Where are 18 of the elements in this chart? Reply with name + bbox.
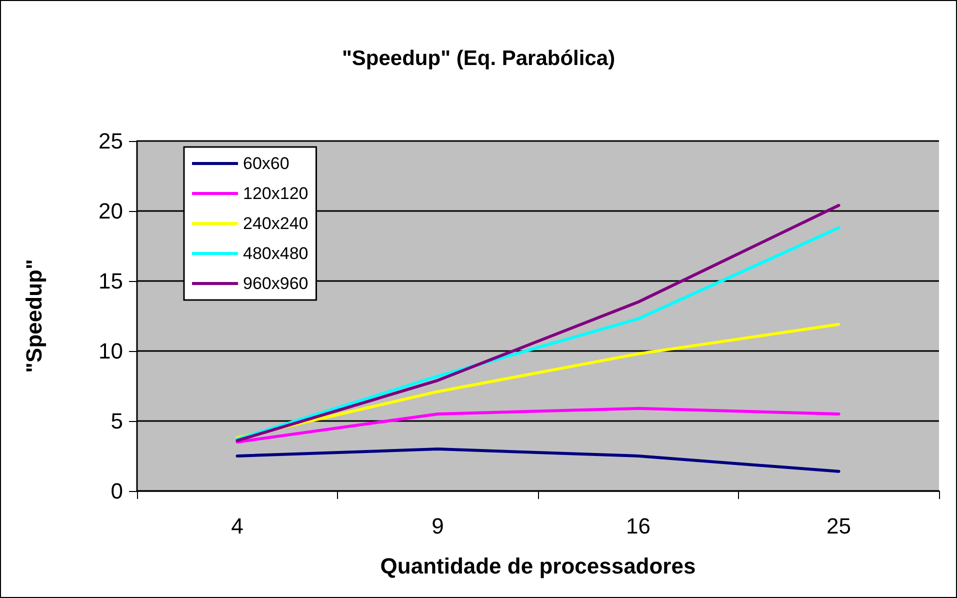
y-tick-label: 20 xyxy=(98,198,123,224)
legend-label: 960x960 xyxy=(243,274,308,293)
x-tick-label: 16 xyxy=(626,514,650,538)
y-tick-label: 10 xyxy=(98,338,123,364)
y-tick-label: 25 xyxy=(98,128,123,154)
x-axis-title: Quantidade de processadores xyxy=(380,554,696,578)
chart-title: "Speedup" (Eq. Parabólica) xyxy=(342,47,616,70)
legend-label: 480x480 xyxy=(243,244,308,263)
x-tick-label: 4 xyxy=(231,514,244,538)
y-axis-title: "Speedup" xyxy=(22,259,46,373)
y-tick-label: 15 xyxy=(98,268,123,294)
x-tick-label: 9 xyxy=(432,514,444,538)
y-tick-label: 0 xyxy=(110,478,123,504)
legend-label: 60x60 xyxy=(243,154,290,173)
legend-label: 120x120 xyxy=(243,184,308,203)
x-tick-label: 25 xyxy=(826,514,851,538)
y-tick-label: 5 xyxy=(110,408,123,434)
legend-label: 240x240 xyxy=(243,214,308,233)
